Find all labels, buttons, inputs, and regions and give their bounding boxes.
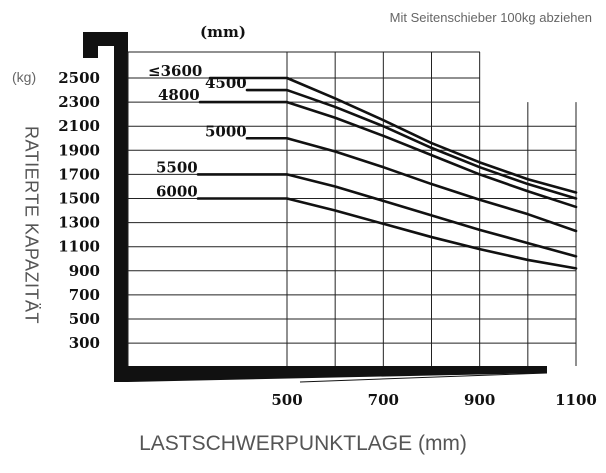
y-unit-label: (kg) <box>12 69 37 85</box>
fork-bar <box>114 366 547 382</box>
y-tick-label: 1700 <box>58 165 100 183</box>
y-tick-label: 1500 <box>58 190 100 208</box>
x-tick-labels: 500 700 900 1100 <box>271 391 597 409</box>
capacity-curve <box>208 76 578 194</box>
lift-height-label: 4500 <box>205 74 247 92</box>
y-tick-label: 900 <box>69 262 100 280</box>
capacity-curve <box>198 100 578 209</box>
x-tick-label: 900 <box>464 391 495 409</box>
y-tick-label: 2500 <box>58 69 100 87</box>
capacity-curve <box>196 197 578 270</box>
y-tick-labels: 2500 2300 2100 1900 1700 1500 1300 1100 900 700 50… <box>58 69 100 352</box>
mast-bar <box>114 32 128 382</box>
x-axis-label: LASTSCHWERPUNKTLAGE (mm) <box>139 432 467 455</box>
height-unit-label: (mm) <box>200 23 246 41</box>
capacity-curves <box>196 76 578 270</box>
y-tick-label: 1100 <box>58 238 100 256</box>
y-tick-label: 500 <box>69 310 100 328</box>
fork-tip-line <box>299 372 548 383</box>
capacity-curve <box>196 173 578 258</box>
lift-height-label: 5500 <box>156 158 198 176</box>
lift-height-label: ≤3600 <box>148 62 202 80</box>
capacity-curve <box>245 88 578 200</box>
capacity-curve <box>245 136 578 233</box>
x-tick-label: 1100 <box>555 391 597 409</box>
y-tick-label: 700 <box>69 286 100 304</box>
lift-height-label: 6000 <box>156 183 198 201</box>
y-tick-label: 2300 <box>58 93 100 111</box>
y-tick-label: 1900 <box>58 141 100 159</box>
lift-height-label: 4800 <box>158 86 200 104</box>
lift-height-label: 5000 <box>205 122 247 140</box>
x-tick-label: 700 <box>368 391 399 409</box>
y-tick-label: 2100 <box>58 117 100 135</box>
x-tick-label: 500 <box>271 391 302 409</box>
y-tick-label: 300 <box>69 334 100 352</box>
y-tick-label: 1300 <box>58 214 100 232</box>
side-shift-note: Mit Seitenschieber 100kg abziehen <box>389 10 592 25</box>
